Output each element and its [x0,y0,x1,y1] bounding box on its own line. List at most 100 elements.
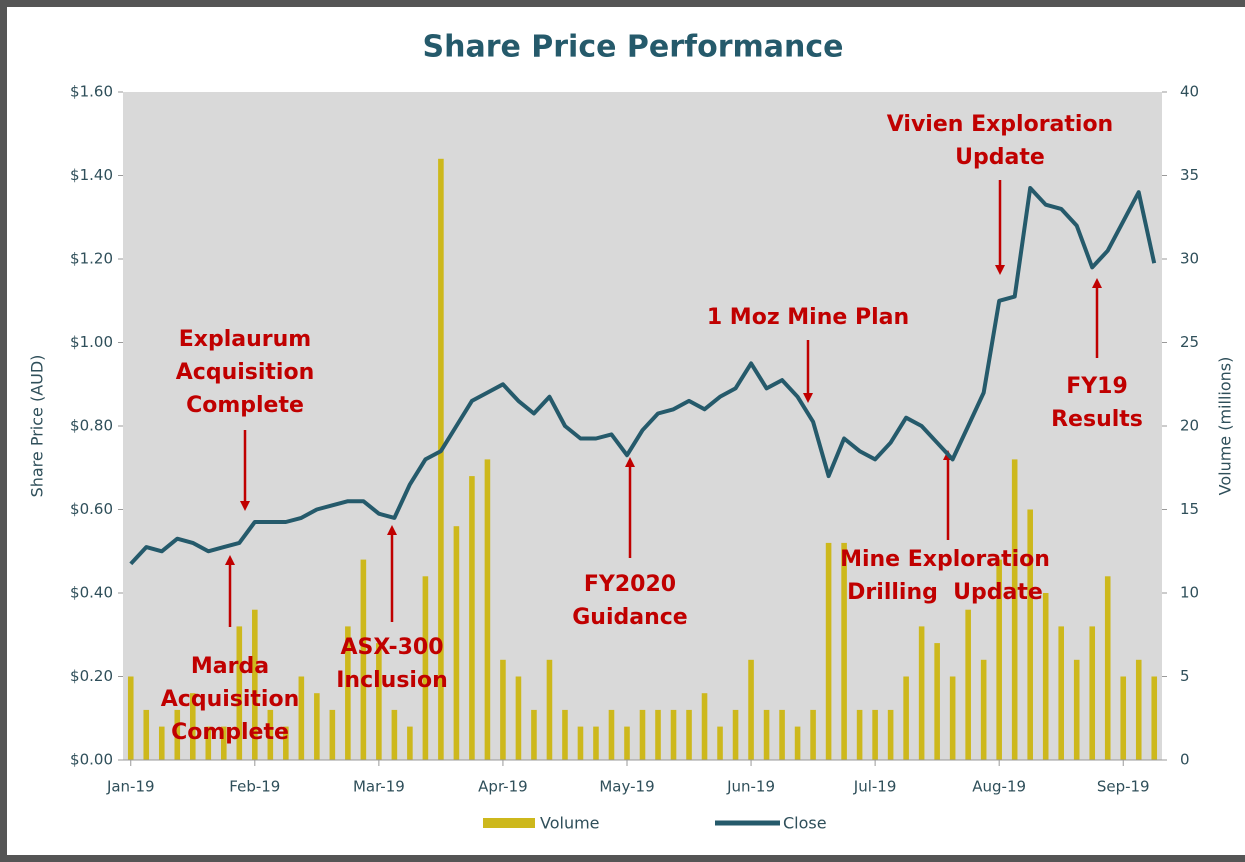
volume-bar [562,709,568,760]
annotation: Complete [186,393,304,418]
annotation-arrows [225,180,1102,627]
volume-bar [686,709,692,760]
volume-bar [577,726,584,760]
y-tick-label: $0.80 [70,417,113,435]
volume-bar [469,476,475,760]
volume-bar [918,626,925,760]
y-tick-label: $1.60 [70,83,113,101]
volume-bar [903,676,909,760]
annotation: 1 Moz Mine Plan [707,305,909,330]
y-tick-label: $1.20 [70,250,113,268]
volume-bar [1073,659,1080,760]
volume-bar [593,726,599,760]
x-tick-label: Jul-19 [853,778,897,796]
annotation: Update [955,145,1045,170]
annotation: Results [1051,407,1143,432]
volume-bar [717,726,723,760]
annotation: FY19 [1066,374,1128,399]
x-tick-label: May-19 [599,778,654,796]
chart-title: Share Price Performance [422,30,843,65]
y2-tick-label: 25 [1180,333,1199,351]
volume-bar [763,709,770,760]
volume-bar [655,709,661,760]
volume-bar [794,726,801,760]
legend-label: Close [783,814,827,833]
volume-bar [624,726,630,760]
y2-tick-label: 35 [1180,166,1199,184]
annotation: ASX-300 [340,635,443,660]
volume-bar [407,726,413,760]
volume-bar [158,726,165,760]
annotation: Complete [171,720,289,745]
volume-bar [1011,459,1018,760]
volume-bar [608,709,615,760]
x-tick-label: Apr-19 [478,778,528,796]
y-tick-label: $0.40 [70,584,113,602]
y2-tick-label: 15 [1180,500,1199,518]
volume-bar [298,676,305,760]
y2-tick-label: 40 [1180,83,1199,101]
volume-bar [267,709,274,760]
volume-bar [438,158,444,761]
volume-bar [127,676,134,760]
volume-bar [531,709,537,760]
annotation: Marda [191,654,269,679]
annotation: Guidance [572,605,687,630]
volume-bar [205,726,212,760]
volume-bar [810,709,816,760]
legend-swatch [483,818,535,828]
volume-bar [701,693,708,760]
volume-bar [283,726,289,760]
y-axis-label: Share Price (AUD) [28,355,47,498]
x-tick-label: Mar-19 [353,778,405,796]
volume-bar [934,643,940,760]
volume-bar [670,709,677,760]
volume-bar [329,709,336,760]
y-tick-label: $0.60 [70,500,113,518]
volume-bar [872,709,878,760]
annotation: FY2020 [584,572,676,597]
volume-bar [1135,659,1142,760]
y-tick-label: $0.20 [70,667,113,685]
x-tick-label: Feb-19 [229,778,280,796]
volume-bar [748,659,754,760]
volume-bar [221,726,227,760]
x-tick-label: Sep-19 [1097,778,1150,796]
y2-axis-label: Volume (millions) [1216,357,1235,496]
volume-bar [500,659,506,760]
volume-bar [1027,509,1033,760]
volume-bar [236,626,243,760]
volume-bar [143,709,150,760]
y-tick-label: $1.40 [70,166,113,184]
volume-bar [965,609,971,760]
volume-bar [345,626,351,760]
x-tick-label: Jun-19 [726,778,775,796]
volume-bar [189,693,196,760]
volume-bar [949,676,956,760]
volume-bar [856,709,863,760]
volume-bar [391,709,398,760]
volume-bar [1151,676,1158,760]
volume-bar [841,542,847,760]
volume-bar [825,542,832,760]
legend-label: Volume [540,814,600,833]
annotation: Explaurum [179,327,311,352]
y2-tick-label: 10 [1180,584,1199,602]
volume-bar [996,559,1002,760]
volume-bar [546,659,553,760]
volume-bar [732,709,739,760]
annotation: Drilling Update [847,580,1043,605]
x-tick-label: Jan-19 [106,778,155,796]
annotation: Mine Exploration [840,547,1050,572]
volume-bar [453,526,460,760]
volume-bar [1089,626,1096,760]
volume-bar [1042,593,1049,760]
close-line [129,186,1157,566]
annotation: Acquisition [176,360,315,385]
volume-bar [376,643,382,760]
volume-bar [360,559,367,760]
volume-bar [779,709,785,760]
x-tick-label: Aug-19 [972,778,1026,796]
volume-bar [1120,676,1127,760]
